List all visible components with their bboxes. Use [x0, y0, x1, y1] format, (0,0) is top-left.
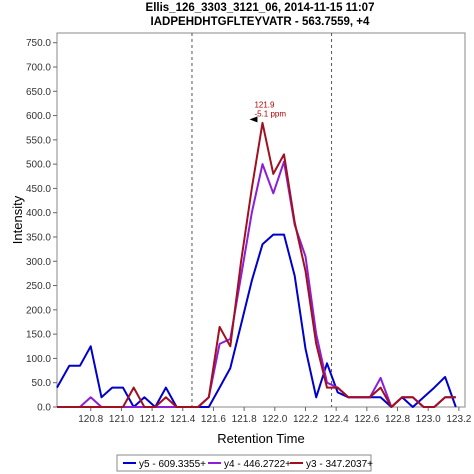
- plot-area: [56, 32, 466, 408]
- y-tick-label: 200.0: [26, 305, 51, 316]
- y-tick-label: 650.0: [26, 87, 51, 98]
- y-tick-label: 700.0: [26, 63, 51, 74]
- x-tick-label: 120.8: [78, 414, 103, 425]
- annotation-rt: 121.9: [254, 100, 275, 109]
- series-lines: [56, 121, 457, 408]
- y-axis-label: Intensity: [10, 195, 25, 244]
- peak-annotation: 121.9 -5.1 ppm: [249, 100, 286, 123]
- x-axis-ticks: 120.8 121.0 121.2 121.4 121.6 121.8 122.0 122.2…: [78, 407, 472, 425]
- legend-box: [116, 454, 372, 472]
- x-tick-label: 121.0: [109, 414, 134, 425]
- x-tick-label: 122.2: [293, 414, 318, 425]
- series-line-y3: [57, 121, 456, 408]
- peak-boundaries: [191, 33, 333, 407]
- y-tick-label: 400.0: [26, 208, 51, 219]
- x-tick-label: 122.8: [385, 414, 410, 425]
- x-tick-label: 121.6: [201, 414, 226, 425]
- y-tick-label: 50.0: [32, 378, 52, 389]
- y-tick-label: 300.0: [26, 257, 51, 268]
- x-tick-label: 122.6: [354, 414, 379, 425]
- x-axis-label: Retention Time: [217, 431, 304, 446]
- y-tick-label: 0.0: [37, 403, 51, 414]
- y-tick-label: 600.0: [26, 111, 51, 122]
- y-tick-label: 750.0: [26, 38, 51, 49]
- annotation-ppm: -5.1 ppm: [254, 109, 286, 118]
- y-tick-label: 250.0: [26, 281, 51, 292]
- y-tick-label: 450.0: [26, 184, 51, 195]
- y-tick-label: 350.0: [26, 233, 51, 244]
- y-axis-ticks: 0.0 50.0 100.0 150.0 200.0 250.0 300.0 350.0 400…: [26, 38, 57, 414]
- x-tick-label: 122.0: [262, 414, 287, 425]
- x-tick-label: 121.8: [232, 414, 257, 425]
- x-tick-label: 123.0: [416, 414, 441, 425]
- y-tick-label: 100.0: [26, 354, 51, 365]
- x-tick-label: 122.4: [324, 414, 349, 425]
- chart-subtitle: IADPEHDHTGFLTEYVATR - 563.7559, +4: [151, 16, 370, 28]
- x-tick-label: 121.4: [170, 414, 195, 425]
- legend: y5 - 609.3355+ y4 - 446.2722+ y3 - 347.2…: [116, 454, 373, 472]
- legend-entry-y3: y3 - 347.2037+: [306, 459, 373, 470]
- y-tick-label: 550.0: [26, 135, 51, 146]
- peak-marker-icon: [249, 116, 258, 123]
- legend-entry-y5: y5 - 609.3355+: [139, 459, 206, 470]
- x-tick-label: 121.2: [140, 414, 165, 425]
- y-tick-label: 500.0: [26, 160, 51, 171]
- legend-entry-y4: y4 - 446.2722+: [224, 459, 291, 470]
- chart-title: Ellis_126_3303_3121_06, 2014-11-15 11:07: [146, 2, 375, 14]
- y-tick-label: 150.0: [26, 330, 51, 341]
- x-tick-label: 123.2: [446, 414, 471, 425]
